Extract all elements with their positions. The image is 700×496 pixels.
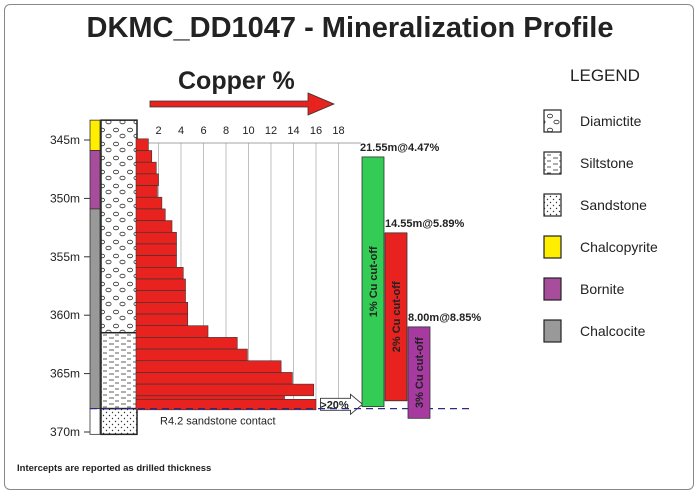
copper-bar: [135, 185, 158, 198]
mineral-column: [89, 119, 101, 435]
legend: Diamictite Siltstone Sandstone Chalcopyrite…: [543, 109, 658, 343]
copper-bar: [135, 231, 177, 245]
mineral-interval: [89, 119, 101, 151]
copper-bar: [135, 196, 163, 210]
depth-tick-label: 360m: [50, 308, 80, 322]
x-tick-label: 16: [310, 125, 322, 137]
intercept-bars: 21.55m@4.47% 1% Cu cut-off 14.55m@5.89% 2% …: [360, 142, 481, 419]
page-title: DKMC_DD1047 - Mineralization Profile: [86, 12, 614, 44]
xlabel: Copper %: [178, 67, 295, 95]
copper-bar: [135, 220, 173, 233]
intercept-bar: [361, 156, 385, 408]
copper-bar: [135, 243, 177, 256]
figure-frame: [4, 4, 694, 490]
legend-swatch: [543, 319, 562, 343]
legend-title: LEGEND: [570, 66, 640, 85]
copper-bar: [135, 255, 177, 268]
copper-bar: [135, 161, 157, 175]
intercept-label: 21.55m@4.47%: [360, 142, 439, 154]
contact-label: R4.2 sandstone contact: [160, 416, 276, 428]
copper-bar: [135, 348, 248, 362]
mineral-interval: [89, 208, 101, 410]
x-tick-label: 12: [265, 125, 277, 137]
copper-bar: [135, 383, 315, 397]
mineral-interval: [89, 408, 101, 435]
copper-bar: [135, 325, 209, 338]
copper-bar: [135, 360, 282, 373]
copper-bar: [135, 337, 238, 350]
x-tick-label: 8: [223, 125, 229, 137]
intercept-cutoff-label: 2% Cu cut-off: [391, 281, 403, 352]
copper-bar: [135, 208, 166, 221]
depth-tick-label: 370m: [50, 425, 80, 439]
legend-swatch: [543, 277, 562, 301]
intercept-cutoff-label: 1% Cu cut-off: [368, 246, 380, 317]
copper-bar: [135, 313, 189, 327]
legend-swatch: [543, 193, 562, 217]
copper-bar: [135, 290, 186, 303]
legend-swatch: [543, 151, 562, 175]
intercept-label: 8.00m@8.85%: [408, 312, 481, 324]
depth-tick-label: 365m: [50, 367, 80, 381]
intercept-cutoff-label: 3% Cu cut-off: [414, 337, 426, 408]
x-tick-label: 14: [287, 125, 299, 137]
x-tick-label: 6: [200, 125, 206, 137]
copper-bar: [135, 302, 189, 315]
copper-bar: [135, 372, 293, 385]
copper-arrow-icon: [149, 92, 336, 116]
copper-bar: [135, 173, 159, 186]
x-tick-label: 18: [332, 125, 344, 137]
mineral-interval: [89, 150, 101, 210]
copper-bar-capped: [135, 398, 317, 411]
lithology-interval: [100, 407, 138, 436]
copper-heading: Copper %: [149, 67, 336, 116]
intercept-label: 14.55m@5.89%: [385, 218, 464, 230]
capped-arrow-icon: [320, 393, 364, 416]
depth-tick-label: 350m: [50, 191, 80, 205]
depth-axis: 345m 350m 355m 360m 365m 370m: [50, 133, 90, 439]
legend-label: Diamictite: [580, 113, 642, 129]
x-tick-label: 4: [178, 125, 184, 137]
legend-label: Sandstone: [580, 197, 647, 213]
x-tick-label: 2: [155, 125, 161, 137]
intercept-bar: [384, 232, 408, 402]
legend-label: Bornite: [580, 281, 625, 297]
legend-label: Chalcocite: [580, 323, 646, 339]
legend-label: Chalcopyrite: [580, 239, 658, 255]
copper-bar: [135, 138, 149, 151]
lithology-interval: [100, 331, 138, 410]
lithology-interval: [100, 119, 138, 334]
strat-column: [100, 119, 138, 436]
depth-tick-label: 355m: [50, 250, 80, 264]
copper-bar: [135, 150, 153, 163]
copper-bar: [135, 278, 186, 291]
legend-swatch: [543, 235, 562, 259]
copper-bars: >20%: [135, 138, 364, 416]
legend-label: Siltstone: [580, 155, 634, 171]
legend-swatch: [543, 109, 562, 133]
footnote: Intercepts are reported as drilled thick…: [17, 463, 212, 474]
intercept-bar: [407, 326, 431, 419]
sandstone-contact: R4.2 sandstone contact: [90, 407, 470, 428]
depth-tick-label: 345m: [50, 133, 80, 147]
x-tick-label: 10: [242, 125, 254, 137]
copper-bar: [135, 267, 184, 280]
capped-label: >20%: [320, 399, 349, 411]
